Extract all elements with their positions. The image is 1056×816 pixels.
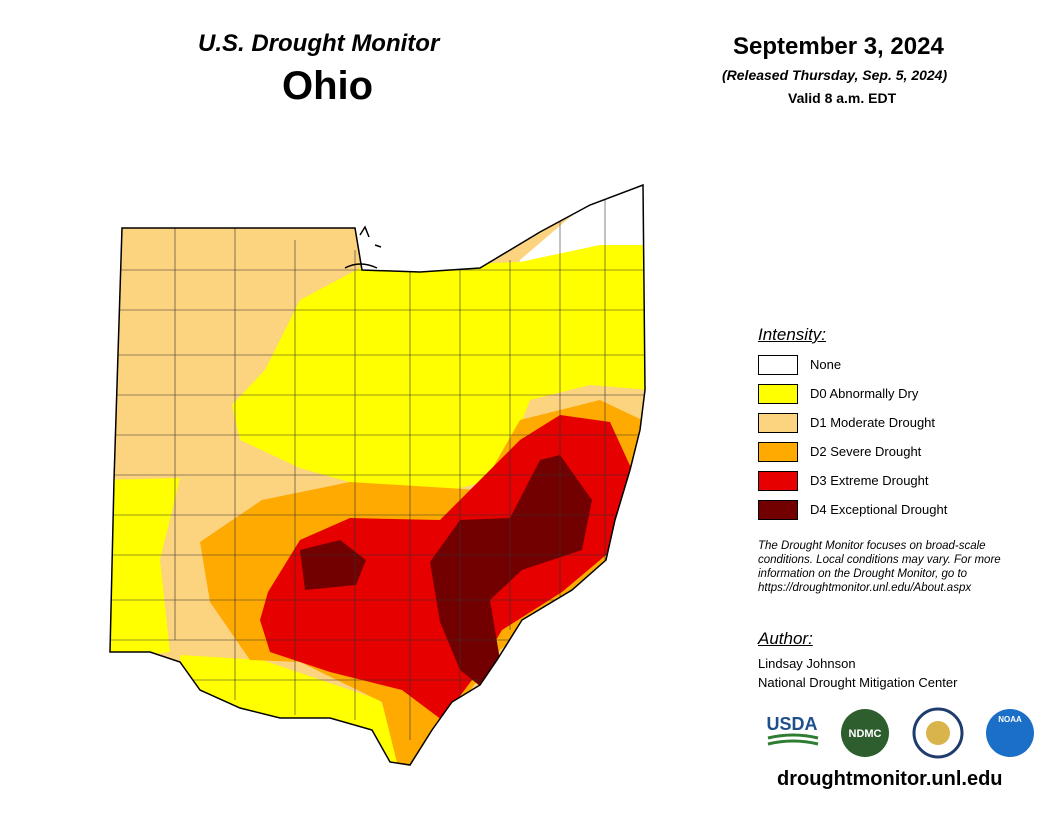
legend-label: D3 Extreme Drought — [810, 473, 929, 488]
valid-time: Valid 8 a.m. EDT — [788, 90, 897, 106]
drought-region — [300, 540, 366, 590]
drought-region — [430, 455, 592, 690]
legend-label: D0 Abnormally Dry — [810, 386, 919, 401]
author-org: National Drought Mitigation Center — [758, 675, 958, 690]
ndmc-logo — [841, 709, 889, 757]
url: droughtmonitor.unl.edu — [777, 768, 1003, 790]
title: U.S. Drought Monitor — [198, 30, 440, 57]
legend-title: Intensity: — [758, 325, 827, 344]
legend-swatch — [758, 413, 798, 433]
doc-logo — [912, 707, 964, 759]
legend-swatch — [758, 355, 798, 375]
note: The Drought Monitor focuses on broad-sca… — [758, 540, 1001, 594]
map — [109, 183, 646, 766]
legend-swatch — [758, 500, 798, 520]
usda-logo: USDA — [766, 714, 817, 734]
noaa-logo — [986, 709, 1034, 757]
doc-emblem — [926, 721, 950, 745]
legend-label: D2 Severe Drought — [810, 444, 922, 459]
map-date: September 3, 2024 — [733, 33, 944, 60]
author-name: Lindsay Johnson — [758, 656, 856, 671]
release-date: (Released Thursday, Sep. 5, 2024) — [722, 67, 948, 83]
state-name: Ohio — [282, 64, 374, 108]
lake-islands — [344, 225, 382, 269]
legend-swatch — [758, 471, 798, 491]
usda-swoosh — [767, 733, 819, 746]
legend-swatch — [758, 442, 798, 462]
author-title: Author: — [758, 629, 813, 648]
legend-label: D4 Exceptional Drought — [810, 502, 948, 517]
legend-swatch — [758, 384, 798, 404]
noaa-text: NOAA — [998, 715, 1022, 724]
drought-region — [110, 478, 180, 662]
county-lines — [110, 200, 645, 740]
state-outline — [109, 183, 646, 766]
legend-label: D1 Moderate Drought — [810, 415, 936, 430]
ndmc-text: NDMC — [849, 728, 882, 740]
legend-label: None — [810, 357, 842, 372]
